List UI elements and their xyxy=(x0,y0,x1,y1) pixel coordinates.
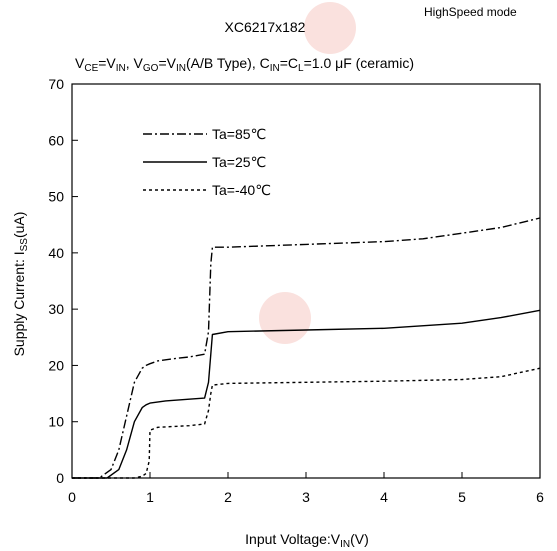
legend-label: Ta=-40℃ xyxy=(212,182,271,198)
chart-title: XC6217x182 xyxy=(225,19,306,35)
x-axis-label: Input Voltage:VIN(V) xyxy=(245,531,369,550)
x-tick-label: 6 xyxy=(536,489,544,505)
y-axis-label: Supply Current: ISS(uA) xyxy=(11,212,30,357)
y-tick-label: 20 xyxy=(48,357,64,373)
plot-frame xyxy=(71,83,541,479)
x-tick-label: 5 xyxy=(458,489,466,505)
test-condition: VCE=VIN, VGO=VIN(A/B Type), CIN=CL=1.0 μ… xyxy=(75,55,414,74)
legend: Ta=85℃ Ta=25℃ Ta=-40℃ xyxy=(143,126,271,198)
series-line-2 xyxy=(72,367,541,479)
x-tick-label: 2 xyxy=(224,489,232,505)
y-tick-label: 0 xyxy=(56,470,64,486)
y-tick-label: 30 xyxy=(48,301,64,317)
x-tick-label: 0 xyxy=(68,489,76,505)
mode-label: HighSpeed mode xyxy=(424,5,517,19)
y-tick-label: 50 xyxy=(48,189,64,205)
y-tick-label: 70 xyxy=(48,76,64,92)
x-tick-label: 4 xyxy=(380,489,388,505)
y-tick-label: 40 xyxy=(48,245,64,261)
watermark-logo xyxy=(304,2,356,54)
legend-label: Ta=85℃ xyxy=(212,126,266,142)
y-tick-label: 60 xyxy=(48,132,64,148)
y-tick-label: 10 xyxy=(48,414,64,430)
watermark-logo xyxy=(259,292,311,344)
watermark-layer xyxy=(259,2,356,344)
x-tick-label: 3 xyxy=(302,489,310,505)
series-layer xyxy=(72,217,541,479)
series-line-1 xyxy=(72,309,541,479)
x-tick-label: 1 xyxy=(146,489,154,505)
legend-label: Ta=25℃ xyxy=(212,154,266,170)
series-line-0 xyxy=(72,217,541,479)
